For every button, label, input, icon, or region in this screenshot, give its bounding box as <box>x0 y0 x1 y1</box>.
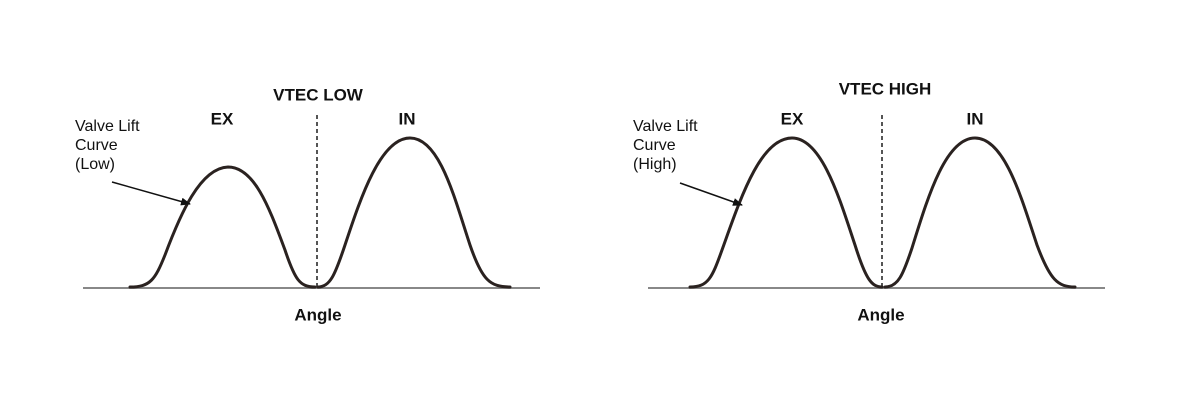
intake-label: IN <box>967 109 984 128</box>
annotation-arrow <box>679 182 743 206</box>
annotation-line: Valve Lift <box>75 118 140 135</box>
intake-label: IN <box>399 109 416 128</box>
x-axis-label: Angle <box>294 305 341 324</box>
panel-title: VTEC HIGH <box>839 79 932 98</box>
exhaust-curve <box>688 136 884 289</box>
annotation-line: Valve Lift <box>633 118 698 135</box>
annotation-line: (High) <box>633 156 677 173</box>
annotation-arrow <box>111 181 191 206</box>
panel-high: VTEC HIGH EX IN Valve Lift Curve (High) … <box>633 79 1105 324</box>
exhaust-label: EX <box>781 109 804 128</box>
exhaust-curve <box>128 165 317 289</box>
annotation-line: Curve <box>633 137 676 154</box>
x-axis-label: Angle <box>857 305 904 324</box>
annotation-line: Curve <box>75 137 118 154</box>
panel-title: VTEC LOW <box>273 85 364 104</box>
intake-curve <box>883 136 1077 289</box>
panel-low: VTEC LOW EX IN Valve Lift Curve (Low) An… <box>75 85 540 324</box>
exhaust-label: EX <box>211 109 234 128</box>
intake-curve <box>316 136 512 289</box>
annotation-line: (Low) <box>75 156 115 173</box>
